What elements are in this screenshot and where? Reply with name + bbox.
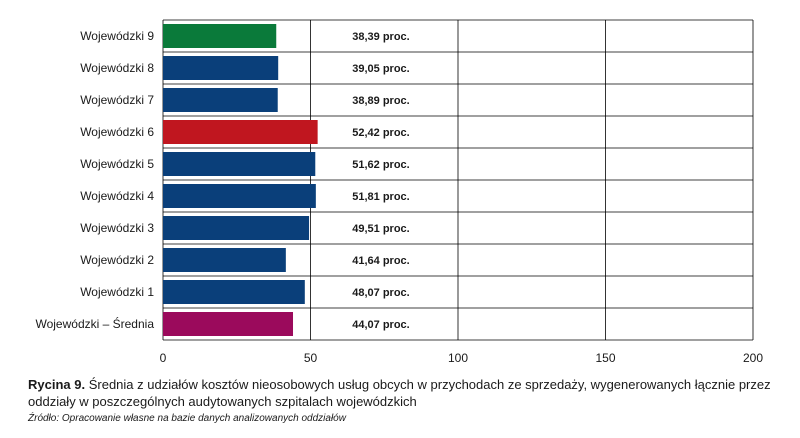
bar xyxy=(163,216,310,240)
category-label: Wojewódzki 3 xyxy=(80,221,154,235)
category-label: Wojewódzki 9 xyxy=(80,29,154,43)
data-label: 52,42 proc. xyxy=(352,127,409,139)
category-label: Wojewódzki 1 xyxy=(80,285,154,299)
data-label: 44,07 proc. xyxy=(352,319,409,331)
figure-source: Źródło: Opracowanie własne na bazie dany… xyxy=(28,413,346,424)
data-label: 39,05 proc. xyxy=(352,63,409,75)
bar xyxy=(163,88,278,112)
data-label: 38,89 proc. xyxy=(352,95,409,107)
data-label: 51,81 proc. xyxy=(352,191,409,203)
figure-caption: Rycina 9. Średnia z udziałów kosztów nie… xyxy=(28,376,788,410)
category-label: Wojewódzki 5 xyxy=(80,157,154,171)
x-tick-label: 100 xyxy=(448,351,468,365)
category-label: Wojewódzki – Średnia xyxy=(35,316,154,331)
bar xyxy=(163,312,294,336)
category-label: Wojewódzki 8 xyxy=(80,61,154,75)
data-label: 49,51 proc. xyxy=(352,223,409,235)
x-tick-label: 150 xyxy=(595,351,615,365)
bar xyxy=(163,280,305,304)
chart-bars xyxy=(163,24,318,336)
x-tick-label: 0 xyxy=(160,351,167,365)
caption-text: Średnia z udziałów kosztów nieosobowych … xyxy=(28,377,771,409)
bar xyxy=(163,120,318,144)
x-tick-label: 200 xyxy=(743,351,763,365)
bar xyxy=(163,24,277,48)
x-tick-label: 50 xyxy=(304,351,318,365)
data-label: 38,39 proc. xyxy=(352,31,409,43)
category-label: Wojewódzki 7 xyxy=(80,93,154,107)
caption-label: Rycina 9. xyxy=(28,377,86,392)
data-label: 48,07 proc. xyxy=(352,287,409,299)
bar-chart: 0 50 100 150 200 Wojewódzki 9 38,39 proc. Wojew… xyxy=(35,19,763,365)
category-label: Wojewódzki 6 xyxy=(80,125,154,139)
bar xyxy=(163,248,286,272)
bar xyxy=(163,56,279,80)
chart-labels: 0 50 100 150 200 Wojewódzki 9 38,39 proc. Wojew… xyxy=(35,29,763,365)
category-label: Wojewódzki 4 xyxy=(80,189,154,203)
data-label: 51,62 proc. xyxy=(352,159,409,171)
bar xyxy=(163,152,316,176)
category-label: Wojewódzki 2 xyxy=(80,253,154,267)
bar xyxy=(163,184,316,208)
data-label: 41,64 proc. xyxy=(352,255,409,267)
